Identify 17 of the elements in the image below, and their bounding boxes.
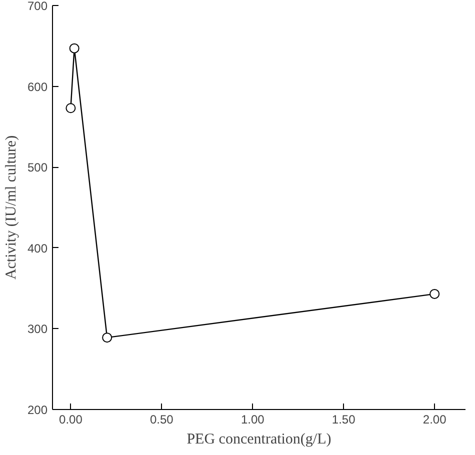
y-tick-label: 500 [27,160,48,175]
point [430,288,440,299]
point [102,332,112,343]
y-tick-label: 200 [27,403,48,417]
x-tick-label: 1.00 [240,412,265,426]
x-tick-label: 1.50 [332,412,356,426]
y-tick-label: 300 [27,322,48,336]
y-tick-label: 400 [27,241,48,256]
x-tick-label: 0.00 [59,412,83,426]
x-tick-label: 0.50 [150,412,174,426]
x-tick-label: 2.00 [422,412,447,426]
point [69,43,80,54]
point [66,103,76,114]
y-axis-title: Activity (IU/ml culture) [3,135,20,280]
y-tick-label: 600 [27,80,48,94]
x-axis-title: PEG concentration(g/L) [186,432,332,448]
y-tick-label: 700 [27,0,48,13]
